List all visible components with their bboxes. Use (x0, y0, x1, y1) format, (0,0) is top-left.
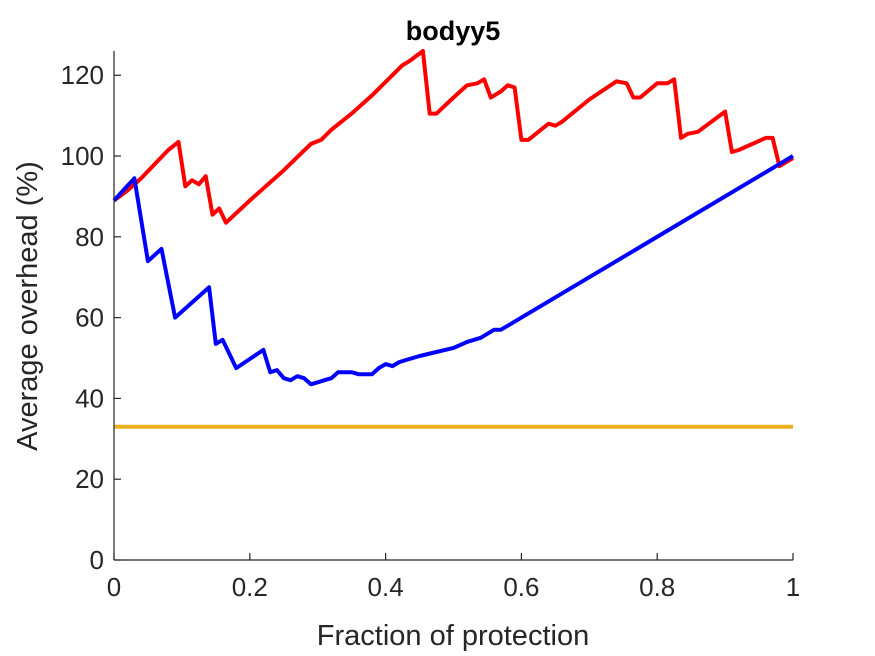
x-ticks: 0 0.2 0.4 0.6 0.8 1 (107, 553, 800, 602)
y-tick-label: 120 (61, 60, 104, 90)
x-tick-label: 0.8 (639, 572, 675, 602)
y-ticks: 0 20 40 60 80 100 120 (61, 60, 121, 575)
x-tick-label: 0 (107, 572, 121, 602)
axes (113, 51, 793, 561)
y-tick-label: 20 (75, 464, 104, 494)
x-tick-label: 0.2 (232, 572, 268, 602)
series-line-1 (112, 49, 795, 225)
y-axis-label: Average overhead (%) (12, 161, 44, 451)
chart-title: bodyy5 (406, 16, 501, 46)
y-tick-label: 100 (61, 141, 104, 171)
y-tick-label: 80 (75, 222, 104, 252)
series-line-2 (112, 154, 795, 387)
y-tick-label: 60 (75, 303, 104, 333)
x-tick-label: 0.6 (503, 572, 539, 602)
y-tick-label: 40 (75, 383, 104, 413)
x-axis-label: Fraction of protection (317, 620, 589, 652)
x-tick-label: 0.4 (368, 572, 404, 602)
x-tick-label: 1 (786, 572, 800, 602)
y-tick-label: 0 (90, 545, 104, 575)
plot-area (112, 49, 795, 429)
